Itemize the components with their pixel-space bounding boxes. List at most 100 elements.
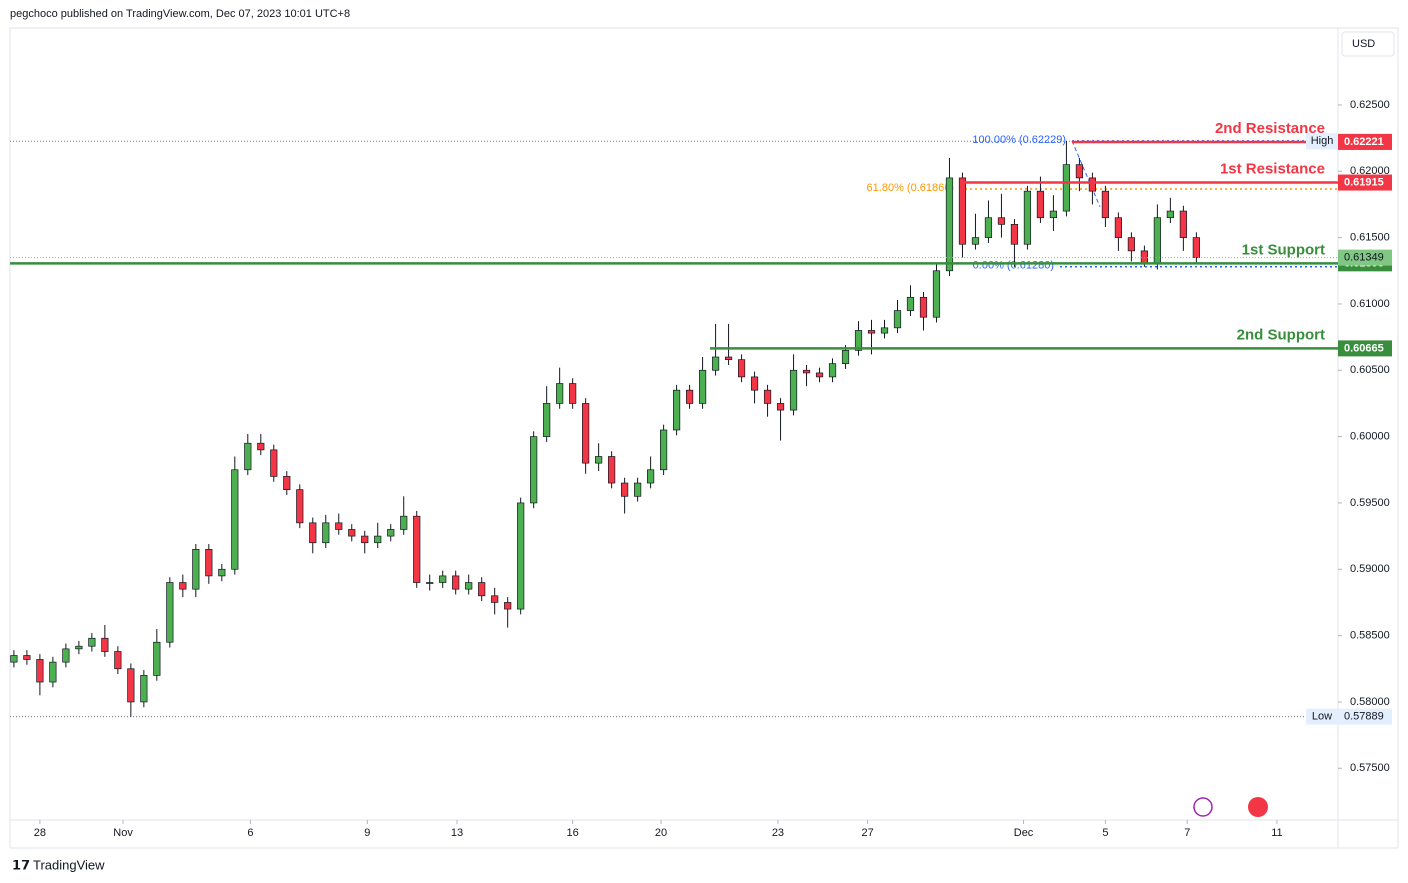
candle-body — [348, 529, 356, 537]
candle-body — [932, 270, 941, 318]
y-tick-label: 0.62500 — [1350, 99, 1390, 111]
level-price: 0.60665 — [1344, 342, 1384, 354]
candle-body — [815, 372, 824, 378]
candle-body — [192, 549, 200, 590]
fib-trend — [1071, 140, 1101, 207]
candle-body — [1010, 223, 1019, 245]
currency-box[interactable] — [1341, 31, 1395, 57]
candle-body — [750, 376, 759, 391]
candle-body — [309, 522, 317, 544]
candle-body — [958, 177, 967, 245]
header: pegchoco published on TradingView.com, D… — [10, 8, 350, 20]
candle-body — [452, 575, 460, 590]
candle-body — [660, 429, 668, 471]
x-tick-label: 7 — [1184, 827, 1190, 839]
candle-body — [218, 568, 226, 577]
candle-body — [737, 359, 746, 378]
x-tick-label: Nov — [113, 827, 133, 839]
candle-body — [1166, 210, 1174, 219]
low_mark-value: 0.57889 — [1344, 711, 1384, 723]
candle-body — [153, 641, 161, 676]
candle-body — [101, 637, 109, 652]
brand: TradingView — [33, 857, 105, 872]
candle-body — [906, 296, 915, 311]
y-tick-label: 0.58000 — [1350, 696, 1390, 708]
event-icon[interactable] — [1193, 797, 1213, 817]
candle-body — [1036, 190, 1045, 219]
high-tag-label: High — [1311, 135, 1334, 147]
candle-body — [478, 582, 486, 597]
y-tick-label: 0.59500 — [1350, 497, 1390, 509]
candle-body — [789, 369, 798, 411]
x-tick-label: 20 — [655, 827, 667, 839]
candle-body — [426, 582, 434, 584]
high-tag-cover — [1306, 133, 1338, 150]
candle-body — [556, 383, 564, 404]
x-tick-label: 9 — [364, 827, 370, 839]
x-tick-label: 6 — [247, 827, 253, 839]
candle-body — [283, 476, 291, 491]
candle-body — [711, 356, 720, 371]
candle-body — [698, 369, 707, 404]
candle-body — [491, 595, 499, 603]
candle-body — [828, 363, 837, 378]
y-tick-label: 0.62000 — [1350, 165, 1390, 177]
candle-body — [413, 515, 421, 583]
candle-body — [802, 369, 811, 374]
last-price: 0.61349 — [1344, 252, 1384, 264]
fib-label: 100.00% (0.62229) — [972, 134, 1066, 146]
candle-body — [569, 383, 577, 404]
candle-body — [608, 456, 616, 484]
logo-mark: 𝟭𝟳 — [12, 857, 30, 872]
x-tick-label: 11 — [1271, 827, 1282, 839]
candle-body — [257, 442, 265, 451]
candle-body — [1101, 190, 1110, 219]
low_mark-value-box — [1338, 708, 1392, 725]
level-name: 2nd Resistance — [1215, 120, 1325, 137]
candle-body — [205, 549, 213, 577]
candle-body — [595, 456, 603, 464]
candle-body — [1088, 177, 1097, 192]
candle-body — [387, 529, 395, 537]
candle-body — [1127, 237, 1135, 252]
x-tick-label: 16 — [567, 827, 579, 839]
candle-body — [504, 602, 512, 610]
candle-body — [62, 648, 70, 663]
candle-body — [776, 403, 785, 411]
level-price: 0.61915 — [1344, 176, 1384, 188]
candle-body — [322, 522, 330, 544]
candle-body — [971, 237, 980, 245]
low_mark-label: Low — [1312, 711, 1332, 723]
candle-body — [244, 442, 252, 471]
candle-body — [634, 482, 642, 497]
candle-body — [36, 659, 44, 683]
candle-body — [231, 469, 239, 570]
candle-body — [127, 668, 135, 703]
candle-body — [867, 330, 876, 334]
candle-body — [270, 449, 278, 477]
candle-body — [1049, 210, 1058, 219]
candle-body — [140, 675, 148, 703]
candle-body — [517, 502, 525, 610]
candle-body — [179, 582, 187, 590]
candle-body — [854, 330, 863, 351]
candle-body — [1062, 164, 1071, 212]
flag-icon[interactable] — [1248, 797, 1268, 817]
candle-body — [88, 637, 96, 647]
candle-body — [530, 436, 538, 504]
x-tick-label: 5 — [1102, 827, 1108, 839]
candle-body — [543, 403, 551, 437]
candle-body — [465, 582, 473, 590]
candle-body — [1023, 190, 1032, 245]
y-tick-label: 0.58500 — [1350, 630, 1390, 642]
level-name: 1st Support — [1242, 241, 1325, 258]
candle-body — [400, 515, 408, 530]
candle-body — [647, 469, 655, 484]
last-price-box — [1338, 249, 1392, 266]
candle-body — [893, 310, 902, 329]
candle-body — [114, 651, 122, 670]
level-name: 2nd Support — [1237, 326, 1325, 343]
x-tick-label: 27 — [861, 827, 873, 839]
